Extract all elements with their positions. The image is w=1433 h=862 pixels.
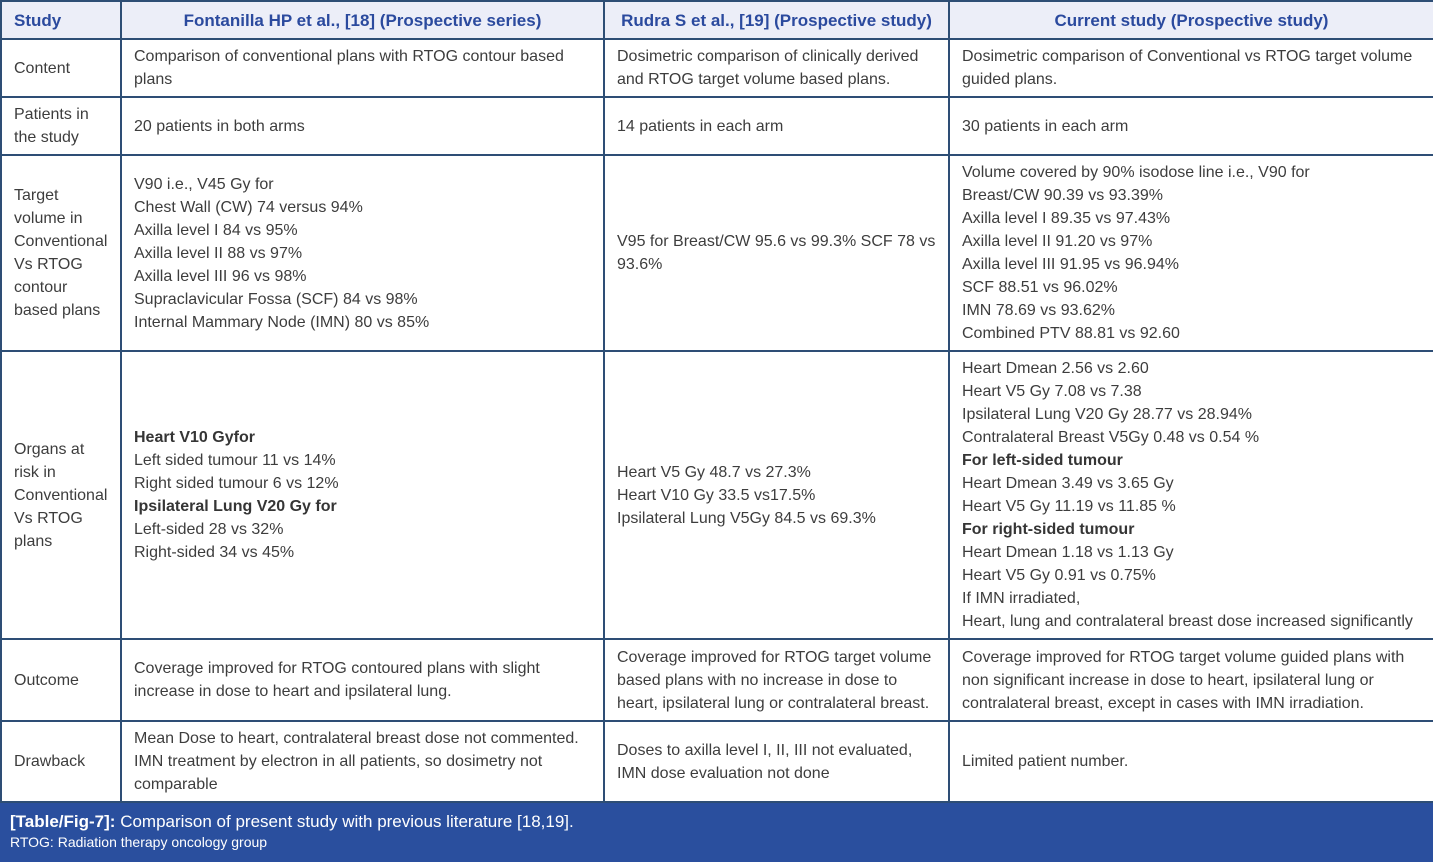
cell-line: Axilla level III 96 vs 98% xyxy=(134,267,307,285)
cell-line: Heart Dmean 1.18 vs 1.13 Gy xyxy=(962,544,1174,561)
cell-line: Axilla level I 89.35 vs 97.43% xyxy=(962,210,1171,227)
cell-drawback-rudra: Doses to axilla level I, II, III not eva… xyxy=(603,720,950,803)
cell-line: Ipsilateral Lung V20 Gy for xyxy=(134,498,337,515)
cell-line: Combined PTV 88.81 vs 92.60 xyxy=(962,325,1180,342)
cell-line: V90 i.e., V45 Gy for xyxy=(134,175,274,193)
column-header-study: Study xyxy=(0,0,122,40)
cell-line: Heart V10 Gyfor xyxy=(134,429,255,446)
cell-content-rudra: Dosimetric comparison of clinically deri… xyxy=(603,38,950,98)
cell-organs-fontanilla: Heart V10 Gyfor Left sided tumour 11 vs … xyxy=(120,350,605,640)
cell-line: Axilla level II 88 vs 97% xyxy=(134,244,303,262)
cell-line: Heart V5 Gy 11.19 vs 11.85 % xyxy=(962,498,1176,515)
cell-outcome-fontanilla: Coverage improved for RTOG contoured pla… xyxy=(120,638,605,722)
cell-line: Axilla level I 84 vs 95% xyxy=(134,221,298,239)
row-label-organs-at-risk: Organs at risk in Conventional Vs RTOG p… xyxy=(0,350,122,640)
row-label-patients: Patients in the study xyxy=(0,96,122,156)
cell-target-volume-fontanilla: V90 i.e., V45 Gy for Chest Wall (CW) 74 … xyxy=(120,154,605,352)
cell-line: IMN 78.69 vs 93.62% xyxy=(962,302,1115,319)
cell-line: Internal Mammary Node (IMN) 80 vs 85% xyxy=(134,313,430,331)
cell-line: Right sided tumour 6 vs 12% xyxy=(134,475,339,492)
cell-line: Supraclavicular Fossa (SCF) 84 vs 98% xyxy=(134,290,418,308)
table-row-organs-at-risk: Organs at risk in Conventional Vs RTOG p… xyxy=(0,350,1433,640)
caption-footnote: RTOG: Radiation therapy oncology group xyxy=(10,834,268,850)
caption-text: Comparison of present study with previou… xyxy=(120,812,574,831)
table-row-outcome: Outcome Coverage improved for RTOG conto… xyxy=(0,638,1433,722)
cell-line: Heart Dmean 3.49 vs 3.65 Gy xyxy=(962,475,1174,492)
caption-title-line: [Table/Fig-7]: Comparison of present stu… xyxy=(10,811,1423,833)
study-comparison-table: Study Fontanilla HP et al., [18] (Prospe… xyxy=(0,0,1433,803)
table-row-drawback: Drawback Mean Dose to heart, contralater… xyxy=(0,720,1433,803)
table-caption: [Table/Fig-7]: Comparison of present stu… xyxy=(0,803,1433,862)
row-label-target-volume: Target volume in Conventional Vs RTOG co… xyxy=(0,154,122,352)
cell-line: Heart V5 Gy 48.7 vs 27.3% xyxy=(617,463,811,481)
cell-line: For right-sided tumour xyxy=(962,521,1135,538)
cell-line: SCF 88.51 vs 96.02% xyxy=(962,279,1118,296)
cell-line: Ipsilateral Lung V5Gy 84.5 vs 69.3% xyxy=(617,509,876,527)
cell-line: Chest Wall (CW) 74 versus 94% xyxy=(134,198,363,216)
row-label-drawback: Drawback xyxy=(0,720,122,803)
caption-tag: [Table/Fig-7]: xyxy=(10,812,116,831)
cell-line: Heart Dmean 2.56 vs 2.60 xyxy=(962,360,1149,377)
cell-organs-current: Heart Dmean 2.56 vs 2.60 Heart V5 Gy 7.0… xyxy=(948,350,1433,640)
cell-patients-current: 30 patients in each arm xyxy=(948,96,1433,156)
cell-line: For left-sided tumour xyxy=(962,452,1123,469)
cell-outcome-current: Coverage improved for RTOG target volume… xyxy=(948,638,1433,722)
cell-patients-rudra: 14 patients in each arm xyxy=(603,96,950,156)
cell-content-fontanilla: Comparison of conventional plans with RT… xyxy=(120,38,605,98)
cell-line: Contralateral Breast V5Gy 0.48 vs 0.54 % xyxy=(962,429,1260,446)
header-row: Study Fontanilla HP et al., [18] (Prospe… xyxy=(0,0,1433,40)
cell-content-current: Dosimetric comparison of Conventional vs… xyxy=(948,38,1433,98)
cell-line: Axilla level II 91.20 vs 97% xyxy=(962,233,1153,250)
table-row-patients: Patients in the study 20 patients in bot… xyxy=(0,96,1433,156)
row-label-content: Content xyxy=(0,38,122,98)
cell-line: If IMN irradiated, xyxy=(962,590,1081,607)
cell-line: Left-sided 28 vs 32% xyxy=(134,521,284,538)
column-header-rudra: Rudra S et al., [19] (Prospective study) xyxy=(603,0,950,40)
cell-target-volume-current: Volume covered by 90% isodose line i.e.,… xyxy=(948,154,1433,352)
column-header-fontanilla: Fontanilla HP et al., [18] (Prospective … xyxy=(120,0,605,40)
cell-line: Left sided tumour 11 vs 14% xyxy=(134,452,336,469)
cell-organs-rudra: Heart V5 Gy 48.7 vs 27.3% Heart V10 Gy 3… xyxy=(603,350,950,640)
column-header-current-study: Current study (Prospective study) xyxy=(948,0,1433,40)
cell-patients-fontanilla: 20 patients in both arms xyxy=(120,96,605,156)
cell-line: Right-sided 34 vs 45% xyxy=(134,544,295,561)
cell-drawback-current: Limited patient number. xyxy=(948,720,1433,803)
cell-line: Axilla level III 91.95 vs 96.94% xyxy=(962,256,1180,273)
cell-outcome-rudra: Coverage improved for RTOG target volume… xyxy=(603,638,950,722)
table-row-content: Content Comparison of conventional plans… xyxy=(0,38,1433,98)
cell-line: Ipsilateral Lung V20 Gy 28.77 vs 28.94% xyxy=(962,406,1252,423)
table-row-target-volume: Target volume in Conventional Vs RTOG co… xyxy=(0,154,1433,352)
row-label-outcome: Outcome xyxy=(0,638,122,722)
cell-line: Heart V10 Gy 33.5 vs17.5% xyxy=(617,486,816,504)
cell-line: Heart V5 Gy 0.91 vs 0.75% xyxy=(962,567,1156,584)
cell-target-volume-rudra: V95 for Breast/CW 95.6 vs 99.3% SCF 78 v… xyxy=(603,154,950,352)
cell-drawback-fontanilla: Mean Dose to heart, contralateral breast… xyxy=(120,720,605,803)
cell-line: Volume covered by 90% isodose line i.e.,… xyxy=(962,164,1310,181)
cell-line: Heart, lung and contralateral breast dos… xyxy=(962,613,1413,630)
cell-line: Breast/CW 90.39 vs 93.39% xyxy=(962,187,1163,204)
cell-line: Heart V5 Gy 7.08 vs 7.38 xyxy=(962,383,1142,400)
